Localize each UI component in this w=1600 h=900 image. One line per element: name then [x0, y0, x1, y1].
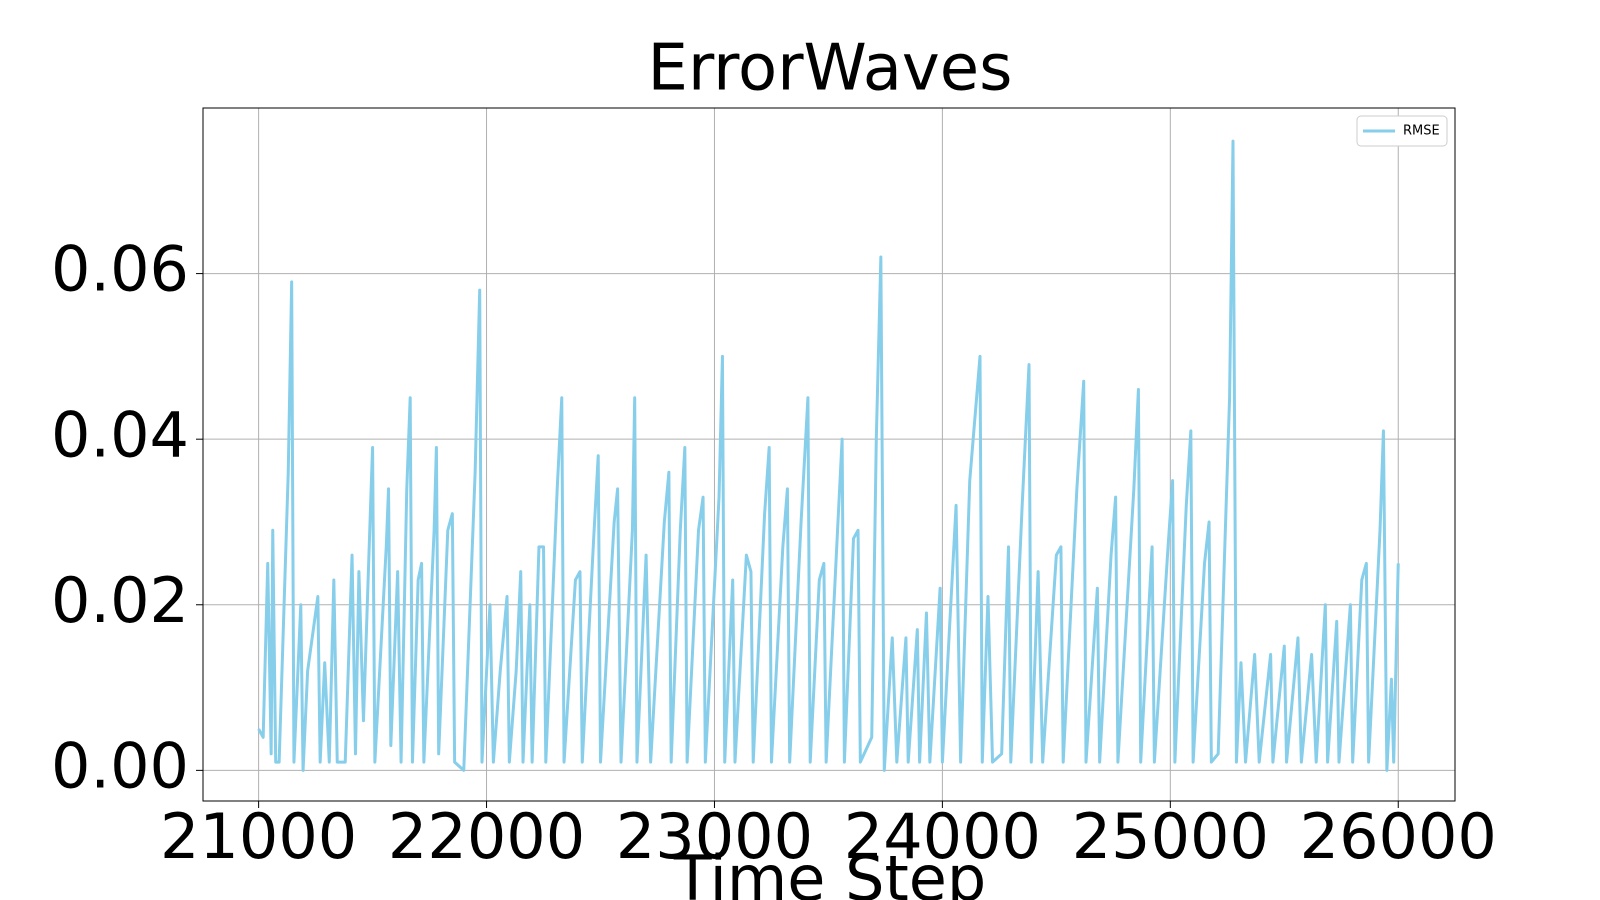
- chart-title: ErrorWaves: [648, 32, 1013, 106]
- x-tick-label: 24000: [844, 800, 1041, 873]
- x-tick-label: 26000: [1300, 800, 1497, 873]
- y-tick-label: 0.02: [51, 564, 189, 637]
- plot-frame: [202, 107, 1456, 802]
- x-tick-label: 23000: [616, 800, 813, 873]
- legend-label: RMSE: [1403, 124, 1440, 139]
- y-tick-label: 0.06: [51, 233, 189, 306]
- x-tick-label: 25000: [1072, 800, 1269, 873]
- data-line: [257, 139, 1400, 772]
- x-tick-label: 22000: [388, 800, 585, 873]
- legend: RMSE: [1356, 115, 1448, 147]
- x-axis-label: Time Step: [673, 842, 987, 900]
- y-tick-label: 0.00: [51, 729, 189, 802]
- y-tick-label: 0.04: [51, 398, 189, 471]
- legend-box: [1356, 115, 1448, 147]
- x-tick-label: 21000: [160, 800, 357, 873]
